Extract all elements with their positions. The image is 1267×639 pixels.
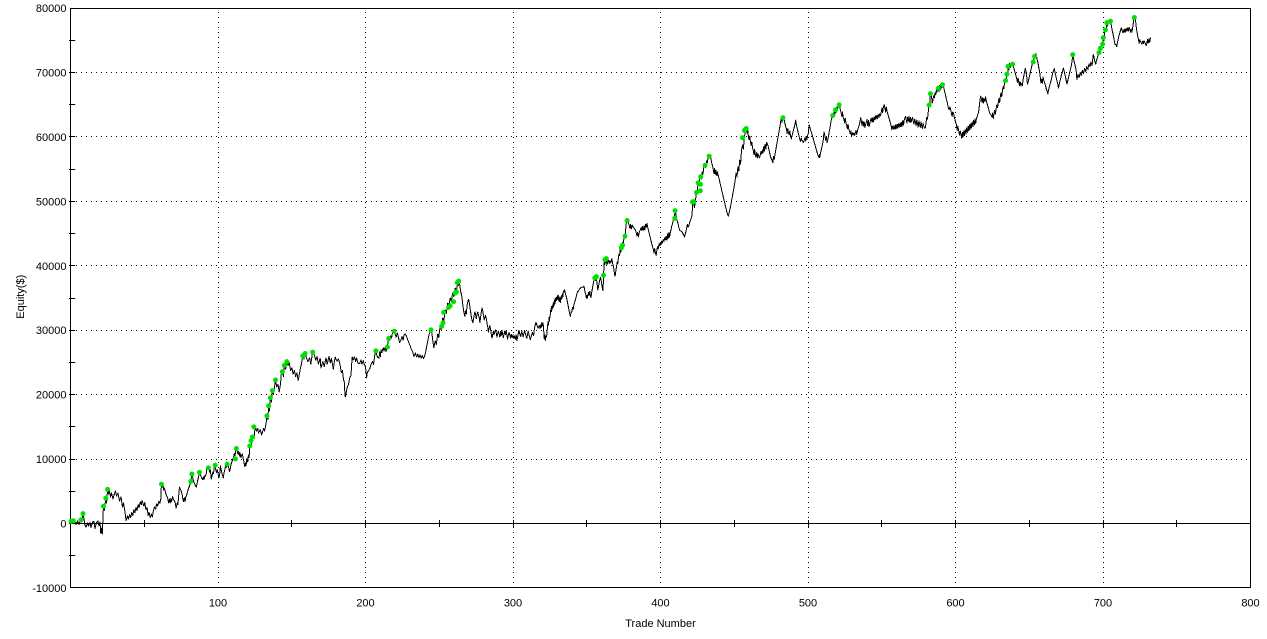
svg-text:60000: 60000	[36, 132, 67, 144]
svg-text:200: 200	[356, 598, 374, 610]
svg-text:0: 0	[60, 519, 66, 531]
svg-text:400: 400	[651, 598, 669, 610]
svg-text:Equity($): Equity($)	[15, 275, 27, 319]
svg-text:800: 800	[1241, 598, 1259, 610]
svg-text:-10000: -10000	[32, 583, 66, 595]
svg-text:10000: 10000	[36, 454, 67, 466]
svg-text:80000: 80000	[36, 3, 67, 15]
svg-text:700: 700	[1094, 598, 1112, 610]
svg-text:300: 300	[504, 598, 522, 610]
svg-text:600: 600	[946, 598, 964, 610]
svg-text:100: 100	[209, 598, 227, 610]
svg-text:40000: 40000	[36, 261, 67, 273]
svg-text:30000: 30000	[36, 325, 67, 337]
svg-text:70000: 70000	[36, 67, 67, 79]
svg-text:50000: 50000	[36, 196, 67, 208]
svg-text:20000: 20000	[36, 390, 67, 402]
svg-text:500: 500	[799, 598, 817, 610]
svg-text:Trade Number: Trade Number	[625, 618, 696, 630]
